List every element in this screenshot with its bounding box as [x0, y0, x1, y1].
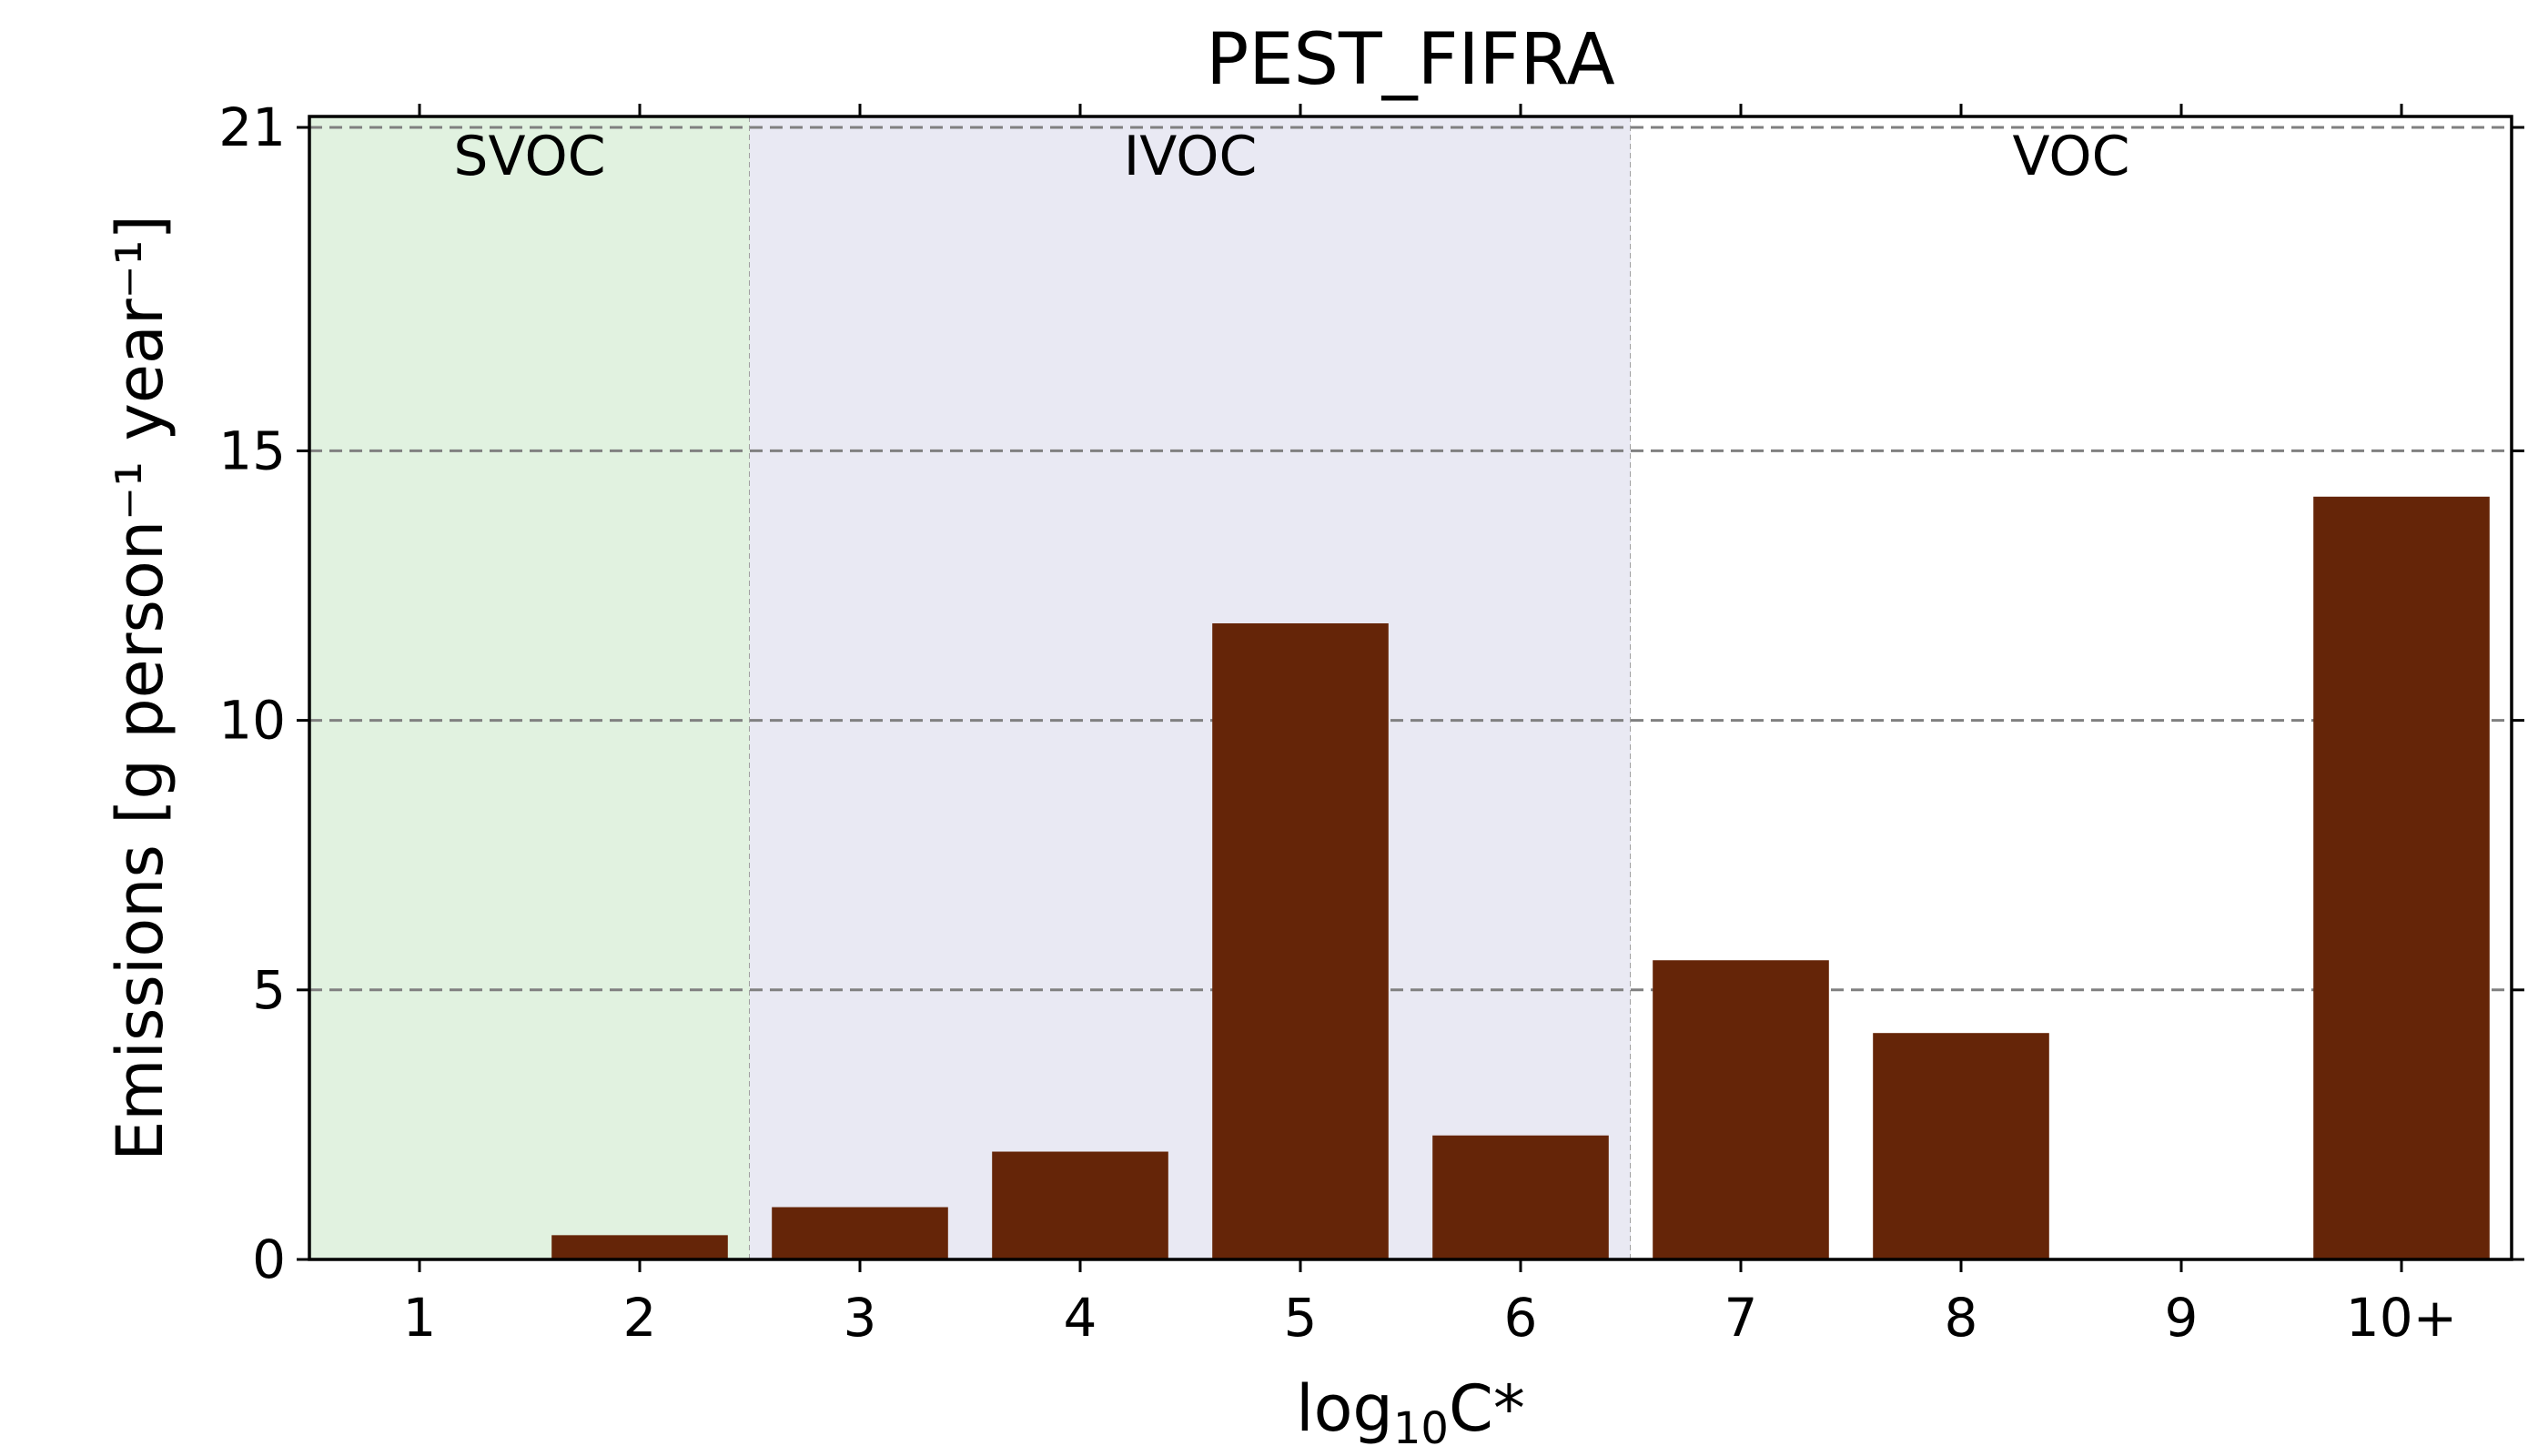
x-tick-label: 6	[1504, 1287, 1538, 1349]
x-tick-label: 3	[844, 1287, 877, 1349]
region-label-ivoc: IVOC	[1124, 125, 1258, 188]
x-axis-label: log10C*	[1296, 1371, 1525, 1454]
volatility-regions	[309, 116, 2512, 1259]
region-svoc	[309, 116, 750, 1259]
x-tick-label: 9	[2165, 1287, 2199, 1349]
region-label-voc: VOC	[2012, 125, 2129, 188]
bar-7	[1653, 960, 1829, 1259]
y-tick-label: 21	[218, 96, 286, 158]
region-labels: SVOC IVOC VOC	[453, 125, 2129, 188]
x-tick-label: 10+	[2346, 1287, 2457, 1349]
bar-6	[1432, 1135, 1609, 1259]
y-tick-label: 10	[218, 690, 286, 752]
x-tick-label: 2	[623, 1287, 657, 1349]
plot-frame	[308, 115, 2513, 1261]
y-tick-label: 5	[252, 959, 286, 1021]
x-tick-label: 8	[1945, 1287, 1978, 1349]
chart-title: PEST_FIFRA	[1206, 19, 1615, 101]
y-tick-label: 0	[252, 1228, 286, 1290]
y-gridlines	[309, 126, 2512, 992]
y-tick-label: 15	[218, 420, 286, 481]
bar-10+	[2313, 496, 2490, 1259]
region-ivoc	[750, 116, 1631, 1259]
bar-8	[1873, 1033, 2049, 1259]
y-axis-label: Emissions [g person⁻¹ year⁻¹]	[103, 215, 177, 1161]
x-tick-label: 5	[1284, 1287, 1318, 1349]
x-tick-label: 4	[1064, 1287, 1097, 1349]
bar-4	[992, 1151, 1168, 1259]
x-tick-label: 1	[403, 1287, 437, 1349]
bar-5	[1212, 622, 1389, 1259]
bar-3	[772, 1207, 948, 1259]
x-tick-label: 7	[1724, 1287, 1758, 1349]
bars	[551, 496, 2490, 1259]
region-label-svoc: SVOC	[453, 125, 605, 188]
bar-2	[551, 1235, 728, 1259]
